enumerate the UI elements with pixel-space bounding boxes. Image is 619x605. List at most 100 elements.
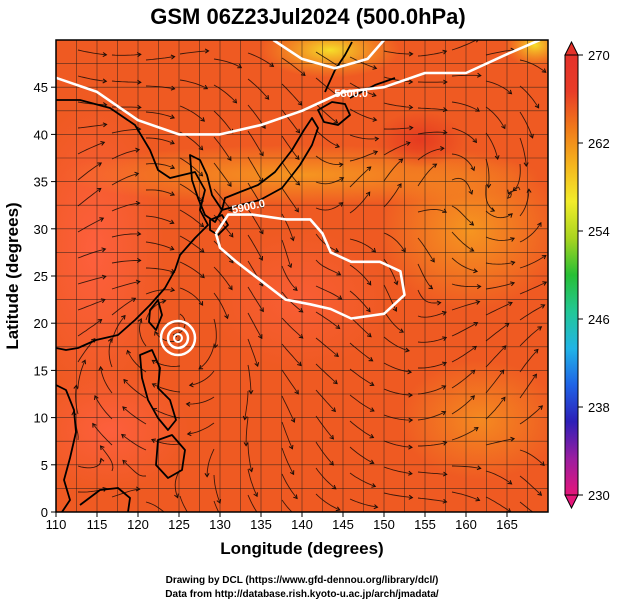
streamline-arrow <box>476 465 482 471</box>
warm-patch-tropics <box>56 370 190 490</box>
streamline-arrow <box>135 147 141 153</box>
streamline-arrow <box>510 237 516 242</box>
streamline <box>77 162 102 181</box>
streamline-arrow <box>408 104 414 110</box>
streamline <box>77 123 107 129</box>
streamline <box>315 259 341 276</box>
streamline-arrow <box>523 162 529 167</box>
streamline <box>244 390 249 420</box>
coast-sakhalin-kurils <box>324 41 396 99</box>
streamline <box>349 56 377 69</box>
streamline-arrow <box>408 79 414 85</box>
streamline <box>179 261 205 278</box>
streamline <box>485 261 515 265</box>
streamline <box>213 474 221 504</box>
warm-patch-central <box>210 230 390 370</box>
streamline <box>349 394 375 412</box>
streamline <box>111 488 140 498</box>
streamline <box>383 310 404 333</box>
streamline-arrow <box>501 396 506 402</box>
streamline-arrow <box>338 162 344 168</box>
streamline-arrow <box>161 298 167 304</box>
streamline-arrow <box>98 365 104 371</box>
streamline <box>485 323 510 342</box>
streamline <box>519 449 545 466</box>
streamline <box>281 395 295 423</box>
streamline-arrow <box>408 444 413 450</box>
streamline <box>451 322 478 337</box>
streamline-arrow <box>373 504 379 510</box>
streamline <box>213 266 233 290</box>
streamline <box>75 385 79 415</box>
streamline-arrow <box>287 263 293 269</box>
streamline-arrow <box>297 100 303 106</box>
streamline-arrow <box>242 415 248 421</box>
streamline-arrow <box>476 40 479 43</box>
coastlines <box>56 41 396 512</box>
streamline-arrow <box>170 54 176 60</box>
streamline-arrow <box>408 470 413 476</box>
streamline <box>349 166 371 188</box>
streamline-arrow <box>537 491 543 496</box>
streamline-arrow <box>369 381 375 386</box>
streamline <box>519 59 546 73</box>
streamline <box>213 162 232 187</box>
streamline-arrow <box>329 460 334 466</box>
streamline <box>506 186 521 199</box>
streamline <box>451 205 474 226</box>
streamline-arrow <box>121 314 126 320</box>
streamline-arrow <box>490 207 496 212</box>
streamline-arrow <box>258 255 263 261</box>
streamline-arrow <box>537 326 543 331</box>
streamline-arrow <box>529 133 534 139</box>
streamline-arrow <box>102 52 108 58</box>
cyclone-ring-inner <box>173 333 183 343</box>
streamline-arrow <box>92 422 97 428</box>
streamline <box>213 84 237 104</box>
streamline <box>77 217 104 233</box>
streamline <box>281 317 303 339</box>
streamline <box>383 258 398 285</box>
colorbar-top-arrow <box>564 40 579 56</box>
streamline <box>281 473 298 499</box>
streamline <box>485 80 512 95</box>
colorbar-gradient <box>564 54 579 496</box>
streamline-arrow <box>137 104 142 110</box>
streamline-arrow <box>472 345 477 351</box>
streamline <box>100 445 114 472</box>
streamline <box>122 406 147 425</box>
streamline <box>485 345 507 368</box>
streamline-arrow <box>258 334 263 340</box>
streamline <box>139 318 147 347</box>
streamline-arrow <box>365 191 371 197</box>
streamline-arrow <box>501 345 507 351</box>
streamline-arrow <box>290 236 295 242</box>
streamline-arrow <box>134 171 140 177</box>
streamline <box>519 255 547 269</box>
streamline-arrow <box>473 322 479 327</box>
streamline <box>213 110 234 134</box>
streamline-arrow <box>198 171 204 177</box>
coast-taiwan <box>148 299 163 331</box>
streamline-arrow <box>537 221 542 227</box>
streamline <box>145 189 175 196</box>
streamline <box>383 440 413 448</box>
streamline-arrow <box>442 107 448 113</box>
coast-visayas-mindanao <box>155 434 186 479</box>
streamline-arrow <box>442 361 448 367</box>
streamline-arrow <box>292 286 298 291</box>
streamline <box>247 364 252 394</box>
streamline <box>108 338 113 368</box>
streamline-arrow <box>372 117 378 122</box>
streamline <box>281 109 300 134</box>
streamline <box>417 131 447 135</box>
streamline-arrow <box>198 301 204 306</box>
streamline-arrow <box>335 324 341 330</box>
streamline <box>349 472 376 487</box>
streamline-arrow <box>371 247 377 253</box>
streamline-arrow <box>254 362 260 368</box>
warm-patch-west <box>56 100 165 400</box>
streamline <box>247 78 269 100</box>
streamline <box>179 287 203 306</box>
streamline-arrow <box>136 231 142 237</box>
